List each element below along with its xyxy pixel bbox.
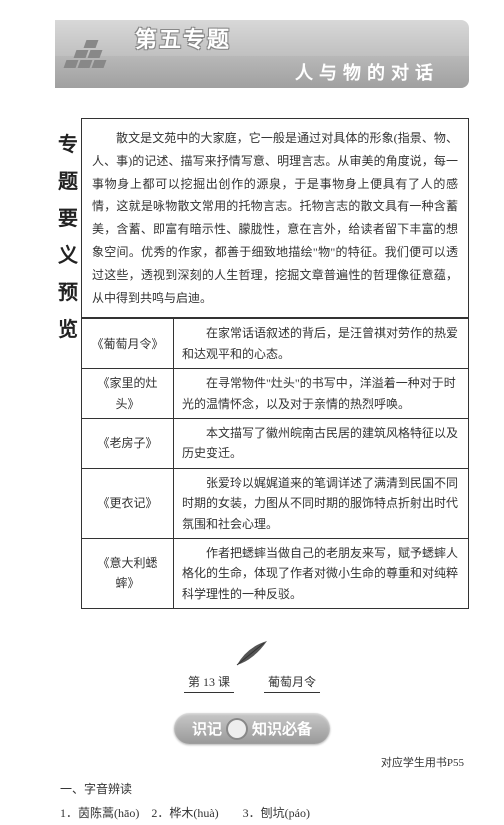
work-title: 《更衣记》 — [82, 468, 174, 538]
work-title: 《老房子》 — [82, 418, 174, 468]
section-badge-wrap: 识记 知识必备 — [0, 713, 504, 744]
table-row: 《葡萄月令》 在家常话语叙述的背后，是汪曾祺对劳作的热爱和达观平和的心态。 — [82, 319, 469, 369]
exercise-section: 一、字音辨读 1．茵陈蒿(hāo) 2．桦木(huà) 3．刨坑(páo) — [60, 780, 464, 825]
lesson-line: 第 13 课 葡萄月令 — [184, 673, 320, 693]
works-table: 《葡萄月令》 在家常话语叙述的背后，是汪曾祺对劳作的热爱和达观平和的心态。 《家… — [81, 318, 469, 609]
work-desc: 作者把蟋蟀当做自己的老朋友来写，赋予蟋蟀人格化的生命，体现了作者对微小生命的尊重… — [174, 538, 469, 608]
side-char: 题 — [58, 165, 78, 194]
work-desc: 张爱玲以娓娓道来的笔调详述了满清到民国不同时期的女装，力图从不同时期的服饰特点折… — [174, 468, 469, 538]
table-row: 《意大利蟋蟀》 作者把蟋蟀当做自己的老朋友来写，赋予蟋蟀人格化的生命，体现了作者… — [82, 538, 469, 608]
badge-right-text: 知识必备 — [252, 718, 312, 739]
work-desc: 在家常话语叙述的背后，是汪曾祺对劳作的热爱和达观平和的心态。 — [174, 319, 469, 369]
section-badge: 识记 知识必备 — [174, 713, 330, 744]
main-content: 专 题 要 义 预 览 散文是文苑中的大家庭，它一般是通过对具体的形象(指景、物… — [55, 118, 469, 609]
blocks-decoration-icon — [65, 40, 120, 75]
unit-title: 第五专题 — [135, 22, 231, 54]
side-char: 览 — [58, 313, 78, 342]
table-row: 《老房子》 本文描写了徽州皖南古民居的建筑风格特征以及历史变迁。 — [82, 418, 469, 468]
feather-icon — [0, 637, 504, 669]
section-heading: 一、字音辨读 — [60, 780, 464, 797]
lesson-number: 第 13 课 — [184, 673, 234, 693]
intro-paragraph: 散文是文苑中的大家庭，它一般是通过对具体的形象(指景、物、人、事)的记述、描写来… — [81, 118, 469, 318]
badge-left-text: 识记 — [192, 718, 222, 739]
work-desc: 在寻常物件"灶头"的书写中，洋溢着一种对于时光的温情怀念，以及对于亲情的热烈呼唤… — [174, 369, 469, 419]
work-title: 《葡萄月令》 — [82, 319, 174, 369]
side-char: 义 — [58, 239, 78, 268]
table-row: 《更衣记》 张爱玲以娓娓道来的笔调详述了满清到民国不同时期的女装，力图从不同时期… — [82, 468, 469, 538]
page-reference: 对应学生用书P55 — [0, 754, 464, 770]
work-desc: 本文描写了徽州皖南古民居的建筑风格特征以及历史变迁。 — [174, 418, 469, 468]
lesson-name: 葡萄月令 — [264, 673, 320, 693]
side-char: 预 — [58, 276, 78, 305]
side-char: 专 — [58, 128, 78, 157]
table-row: 《家里的灶头》 在寻常物件"灶头"的书写中，洋溢着一种对于时光的温情怀念，以及对… — [82, 369, 469, 419]
content-column: 散文是文苑中的大家庭，它一般是通过对具体的形象(指景、物、人、事)的记述、描写来… — [81, 118, 469, 609]
gear-icon — [228, 720, 246, 738]
pinyin-items: 1．茵陈蒿(hāo) 2．桦木(huà) 3．刨坑(páo) — [60, 803, 464, 825]
unit-subtitle: 人与物的对话 — [295, 59, 439, 85]
work-title: 《家里的灶头》 — [82, 369, 174, 419]
side-char: 要 — [58, 202, 78, 231]
lesson-heading: 第 13 课 葡萄月令 — [0, 637, 504, 693]
work-title: 《意大利蟋蟀》 — [82, 538, 174, 608]
vertical-label: 专 题 要 义 预 览 — [55, 118, 81, 609]
unit-header: 第五专题 人与物的对话 — [0, 20, 504, 110]
